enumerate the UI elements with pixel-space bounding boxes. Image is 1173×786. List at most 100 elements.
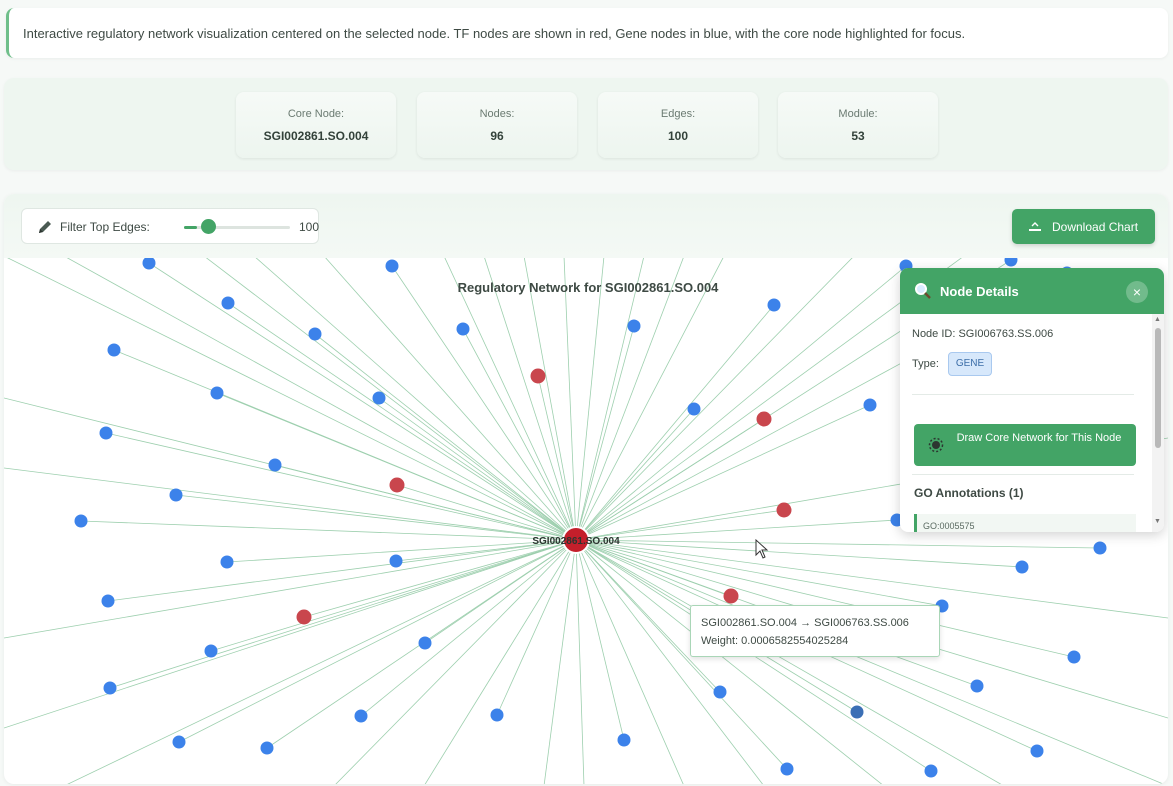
edge[interactable] [575, 539, 943, 607]
tf-node[interactable] [776, 502, 792, 518]
gene-node[interactable] [1004, 258, 1018, 267]
edge[interactable] [4, 397, 577, 541]
edge[interactable] [575, 539, 788, 770]
edge[interactable] [496, 539, 577, 716]
gene-node[interactable] [1067, 650, 1081, 664]
edge[interactable] [575, 539, 884, 784]
edge[interactable] [303, 539, 577, 618]
edge[interactable] [575, 418, 765, 541]
edge[interactable] [395, 539, 577, 562]
gene-node[interactable] [74, 514, 88, 528]
edge[interactable] [175, 494, 577, 541]
gene-node-selected[interactable] [850, 705, 864, 719]
edge[interactable] [575, 258, 724, 541]
edge[interactable] [378, 397, 577, 541]
edge[interactable] [543, 539, 577, 784]
edge[interactable] [575, 539, 1101, 549]
tf-node[interactable] [389, 477, 405, 493]
gene-node[interactable] [99, 426, 113, 440]
edge[interactable] [575, 539, 1168, 784]
tf-node[interactable] [756, 411, 772, 427]
edge[interactable] [64, 258, 577, 541]
scroll-down-icon[interactable]: ▼ [1154, 518, 1161, 525]
edge[interactable] [575, 304, 775, 541]
gene-node[interactable] [169, 488, 183, 502]
edge[interactable] [537, 375, 577, 541]
edge[interactable] [575, 265, 907, 541]
edge[interactable] [4, 539, 577, 639]
edge[interactable] [254, 258, 577, 541]
edge[interactable] [444, 258, 577, 541]
draw-core-network-button[interactable]: Draw Core Network for This Node [914, 424, 1136, 466]
edge[interactable] [575, 258, 644, 541]
gene-node[interactable] [308, 327, 322, 341]
scrollbar-thumb[interactable] [1155, 328, 1161, 448]
edge[interactable] [575, 539, 1075, 658]
edge[interactable] [575, 539, 1004, 784]
edge[interactable] [575, 539, 732, 597]
edge[interactable] [575, 539, 684, 784]
gene-node[interactable] [713, 685, 727, 699]
edge[interactable] [334, 539, 577, 784]
edge[interactable] [575, 325, 635, 541]
edge[interactable] [226, 539, 577, 563]
download-chart-button[interactable]: Download Chart [1012, 209, 1155, 244]
scroll-up-icon[interactable]: ▲ [1154, 316, 1161, 323]
edge[interactable] [360, 539, 577, 717]
edge[interactable] [575, 408, 695, 541]
gene-node[interactable] [418, 636, 432, 650]
gene-node[interactable] [389, 554, 403, 568]
gene-node[interactable] [490, 708, 504, 722]
gene-node[interactable] [780, 762, 794, 776]
gene-node[interactable] [101, 594, 115, 608]
edge[interactable] [575, 539, 1168, 619]
edge[interactable] [575, 258, 605, 541]
filter-slider-thumb[interactable] [201, 219, 216, 234]
gene-node[interactable] [268, 458, 282, 472]
edge[interactable] [324, 258, 577, 541]
edge[interactable] [396, 484, 577, 541]
edge[interactable] [462, 328, 577, 541]
edge[interactable] [563, 258, 577, 541]
tf-node[interactable] [530, 368, 546, 384]
edge[interactable] [575, 258, 854, 541]
gene-node[interactable] [220, 555, 234, 569]
edge[interactable] [4, 258, 577, 541]
edge[interactable] [575, 258, 964, 541]
edge[interactable] [4, 467, 577, 541]
edge[interactable] [204, 258, 577, 541]
close-button[interactable]: × [1126, 281, 1148, 303]
tf-node[interactable] [723, 588, 739, 604]
edge[interactable] [109, 539, 577, 689]
edge[interactable] [314, 333, 577, 541]
edge[interactable] [391, 265, 577, 541]
edge[interactable] [575, 539, 1023, 568]
gene-node[interactable] [260, 741, 274, 755]
gene-node[interactable] [970, 679, 984, 693]
edge[interactable] [575, 539, 764, 784]
filter-slider-track[interactable] [184, 226, 290, 229]
edge[interactable] [64, 539, 577, 784]
edge[interactable] [227, 302, 577, 541]
gene-node[interactable] [924, 764, 938, 778]
edge[interactable] [107, 539, 577, 602]
tf-node[interactable] [296, 609, 312, 625]
edge[interactable] [523, 258, 577, 541]
edge[interactable] [575, 539, 721, 693]
gene-node[interactable] [221, 296, 235, 310]
gene-node[interactable] [385, 259, 399, 273]
gene-node[interactable] [1030, 744, 1044, 758]
edge[interactable] [575, 404, 871, 541]
edge[interactable] [148, 262, 577, 541]
core-node[interactable] [562, 526, 590, 554]
gene-node[interactable] [767, 298, 781, 312]
gene-node[interactable] [687, 402, 701, 416]
edge[interactable] [575, 509, 785, 541]
edge[interactable] [575, 539, 625, 741]
edge[interactable] [575, 519, 898, 541]
edge[interactable] [575, 258, 684, 541]
gene-node[interactable] [1015, 560, 1029, 574]
gene-node[interactable] [372, 391, 386, 405]
edge[interactable] [4, 539, 577, 729]
gene-node[interactable] [172, 735, 186, 749]
